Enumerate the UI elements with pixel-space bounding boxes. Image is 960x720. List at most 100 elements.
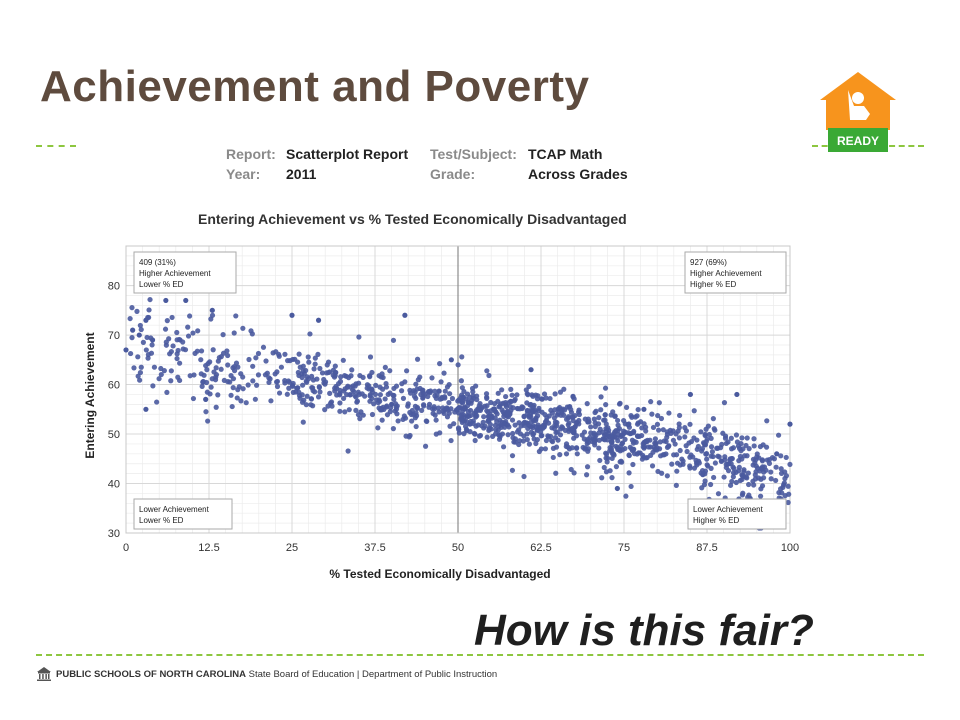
building-icon: [37, 667, 51, 681]
scatter-point: [177, 360, 183, 366]
scatter-point: [605, 425, 611, 431]
x-tick-label: 37.5: [364, 542, 385, 554]
scatter-point: [449, 395, 456, 402]
scatter-point: [348, 384, 354, 390]
scatter-point: [698, 429, 704, 435]
scatter-point: [373, 382, 379, 388]
scatter-point: [703, 451, 709, 457]
scatter-point: [143, 347, 149, 353]
scatter-point: [459, 400, 466, 406]
scatter-point: [348, 373, 354, 379]
scatter-point: [530, 393, 536, 399]
scatter-point: [488, 414, 495, 420]
scatter-point: [633, 439, 639, 445]
scatter-point: [391, 396, 397, 403]
scatter-point: [612, 413, 618, 419]
scatter-point: [354, 398, 361, 404]
scatter-point: [736, 468, 742, 474]
scatter-point: [764, 418, 770, 424]
scatter-point: [228, 373, 234, 379]
scatter-point: [641, 454, 647, 460]
report-value: Scatterplot Report: [286, 146, 409, 162]
scatter-point: [319, 370, 326, 376]
scatter-point: [272, 371, 278, 377]
scatter-point: [527, 413, 533, 419]
scatter-point: [635, 433, 641, 439]
scatter-point: [655, 412, 661, 419]
scatter-point: [325, 403, 331, 409]
logo-text: READY: [837, 134, 879, 148]
scatter-point: [727, 482, 734, 488]
scatter-point: [730, 445, 737, 451]
scatter-point: [499, 431, 506, 437]
scatter-point: [723, 440, 729, 447]
scatter-point: [316, 384, 322, 390]
scatter-point: [209, 307, 215, 313]
scatter-point: [177, 377, 183, 384]
points-layer: [123, 296, 793, 531]
scatter-point: [776, 489, 782, 496]
scatter-point: [357, 372, 363, 379]
scatter-point: [735, 443, 742, 449]
scatter-point: [481, 414, 487, 420]
scatter-point: [138, 364, 144, 370]
scatter-point: [158, 371, 164, 378]
scatter-point: [210, 347, 216, 353]
scatter-point: [143, 406, 149, 412]
scatter-point: [619, 441, 625, 447]
scatter-point: [602, 412, 608, 418]
quadrant-box: [684, 251, 787, 294]
scatter-point: [470, 389, 476, 395]
scatter-point: [213, 365, 219, 371]
scatter-point: [135, 373, 141, 379]
scatter-point: [674, 468, 680, 474]
scatter-point: [340, 357, 346, 363]
scatter-point: [768, 469, 774, 475]
scatter-point: [596, 415, 602, 421]
scatter-point: [598, 394, 604, 400]
scatter-point: [650, 424, 657, 431]
scatter-point: [451, 421, 457, 427]
scatter-point: [369, 369, 375, 376]
scatter-point: [495, 390, 501, 396]
scatter-point: [778, 466, 784, 472]
scatter-point: [187, 313, 193, 319]
scatter-point: [694, 437, 700, 443]
scatter-point: [391, 392, 397, 399]
scatter-point: [315, 394, 322, 400]
scatter-point: [666, 410, 672, 416]
scatter-point: [136, 332, 142, 338]
scatter-point: [154, 399, 160, 405]
scatter-point: [308, 396, 314, 402]
logo-figure-head: [852, 92, 864, 104]
y-tick-label: 30: [108, 528, 120, 540]
scatter-point: [441, 410, 447, 416]
scatter-point: [708, 481, 714, 488]
scatter-point: [563, 451, 570, 457]
scatter-point: [559, 424, 565, 430]
scatter-point: [780, 482, 787, 488]
scatter-point: [650, 449, 656, 455]
scatter-point: [637, 419, 644, 425]
scatter-point: [204, 367, 210, 373]
scatter-point: [146, 307, 152, 313]
scatter-point: [572, 412, 578, 419]
scatter-point: [533, 415, 539, 421]
scatter-point: [250, 378, 256, 384]
scatter-point: [757, 493, 764, 499]
scatter-point: [432, 388, 438, 394]
scatter-point: [346, 407, 352, 413]
scatter-point: [500, 444, 507, 450]
scatter-point: [629, 448, 636, 454]
grid-layer: [125, 245, 791, 534]
top-divider-left: [36, 145, 76, 147]
scatter-point: [708, 444, 715, 450]
scatter-point: [649, 463, 656, 469]
scatter-point: [455, 362, 461, 368]
scatter-point: [617, 400, 623, 406]
scatter-point: [528, 367, 534, 373]
scatter-point: [297, 395, 303, 401]
scatter-point: [238, 398, 244, 404]
scatter-point: [778, 453, 784, 459]
scatter-point: [337, 400, 343, 406]
